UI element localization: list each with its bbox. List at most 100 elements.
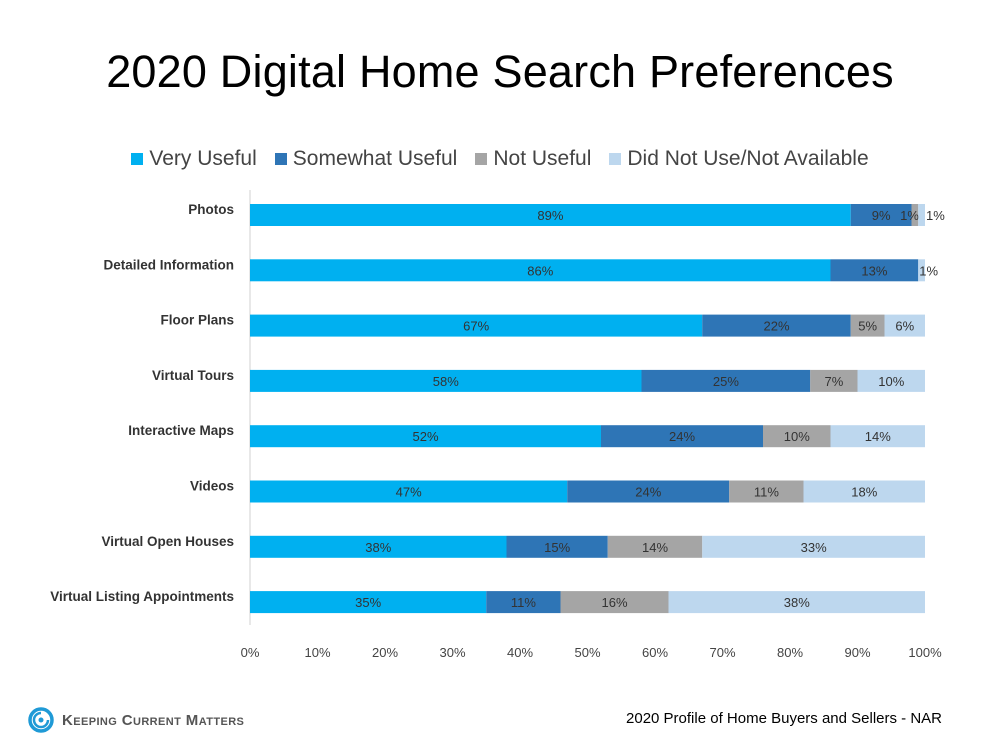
bar-segment [601,425,763,448]
bar-segment [830,425,925,448]
data-label: 15% [544,540,570,555]
legend-swatch [475,153,488,165]
data-label: 16% [601,595,627,610]
bar-segment [810,369,858,392]
data-label: 9% [872,208,891,223]
data-label: 38% [784,595,810,610]
kcm-logo: Keeping Current Matters [28,707,244,733]
bar-segment [250,314,703,337]
data-label: 24% [635,485,661,500]
x-tick-label: 10% [304,645,330,660]
legend-item: Somewhat Useful [274,147,458,171]
category-label: Photos [188,202,234,217]
logo-text: Keeping Current Matters [62,711,245,729]
legend-swatch [131,153,144,165]
x-tick-label: 60% [642,645,668,660]
data-label: 18% [851,485,877,500]
category-label: Detailed Information [103,257,234,272]
legend-label: Did Not Use/Not Available [627,147,869,170]
bar-segment [250,259,831,282]
legend-item: Did Not Use/Not Available [609,147,869,171]
bar-segment [702,314,851,337]
bar-segment [884,314,925,337]
data-label: 89% [537,208,563,223]
bar-segment [729,480,804,503]
x-tick-label: 100% [908,645,942,660]
bar-segment [918,204,925,226]
legend-label: Somewhat Useful [292,147,458,170]
bar-segment [567,480,730,503]
chart-legend: Very Useful Somewhat Useful Not Useful Did … [0,147,1000,171]
bar-segment [803,480,925,503]
data-label: 24% [669,429,695,444]
bar-segment [857,369,925,392]
category-label: Interactive Maps [128,423,234,438]
legend-label: Not Useful [493,147,592,170]
data-label: 10% [878,374,904,389]
stacked-bar-chart: 0% 10% 20% 30% 40% 50% 60% 70% 80% 90% 100% Photos 8… [50,190,945,660]
category-label: Virtual Tours [152,368,234,383]
data-label: 33% [801,540,827,555]
x-tick-label: 20% [372,645,398,660]
data-label: 38% [365,540,391,555]
category-label: Virtual Open Houses [101,534,234,549]
bar-segment [641,369,811,392]
data-label: 86% [527,263,553,278]
bar-segment [250,425,601,448]
data-label: 47% [396,485,422,500]
data-label: 22% [763,319,789,334]
bar-segment [702,535,925,558]
data-label: 1% [926,208,945,223]
data-label: 10% [784,429,810,444]
x-tick-label: 30% [439,645,465,660]
x-tick-label: 40% [507,645,533,660]
data-label: 35% [355,595,381,610]
bar-segment [763,425,831,448]
bar-segment [911,204,919,226]
bar-segment [668,591,925,614]
x-tick-label: 90% [844,645,870,660]
data-label: 7% [824,374,843,389]
data-label: 14% [865,429,891,444]
chart-title: 2020 Digital Home Search Preferences [106,46,894,97]
bar-segment [250,204,851,226]
source-note: 2020 Profile of Home Buyers and Sellers … [626,710,942,727]
bar-segment [850,314,885,337]
data-label: 14% [642,540,668,555]
legend-swatch [609,153,622,165]
data-label: 11% [754,485,779,500]
data-label: 52% [412,429,438,444]
bar-segment [250,480,568,503]
kcm-swirl-icon [28,707,54,733]
bar-segment [560,591,669,614]
bar-segment [918,259,925,282]
legend-item: Not Useful [475,147,591,171]
bar-segment [250,535,507,558]
data-label: 11% [511,595,536,610]
category-label: Virtual Listing Appointments [50,589,234,604]
data-label: 25% [713,374,739,389]
data-label: 58% [433,374,459,389]
legend-item: Very Useful [131,147,257,171]
category-label: Videos [190,479,234,494]
bar-segment [830,259,919,282]
legend-label: Very Useful [149,147,257,170]
category-label: Floor Plans [160,313,234,328]
bar-segment [250,369,642,392]
x-tick-label: 50% [574,645,600,660]
bar-segment [486,591,561,614]
bar-segment [250,591,487,614]
data-label: 1% [919,263,938,278]
data-label: 67% [463,319,489,334]
data-label: 5% [858,319,877,334]
x-tick-label: 80% [777,645,803,660]
x-tick-label: 0% [241,645,260,660]
data-label: 6% [895,319,914,334]
data-label: 13% [861,263,887,278]
bar-segment [607,535,703,558]
legend-swatch [274,153,287,165]
bar-segment [506,535,608,558]
bar-segment [850,204,912,226]
x-tick-label: 70% [709,645,735,660]
data-label: 1% [900,208,919,223]
